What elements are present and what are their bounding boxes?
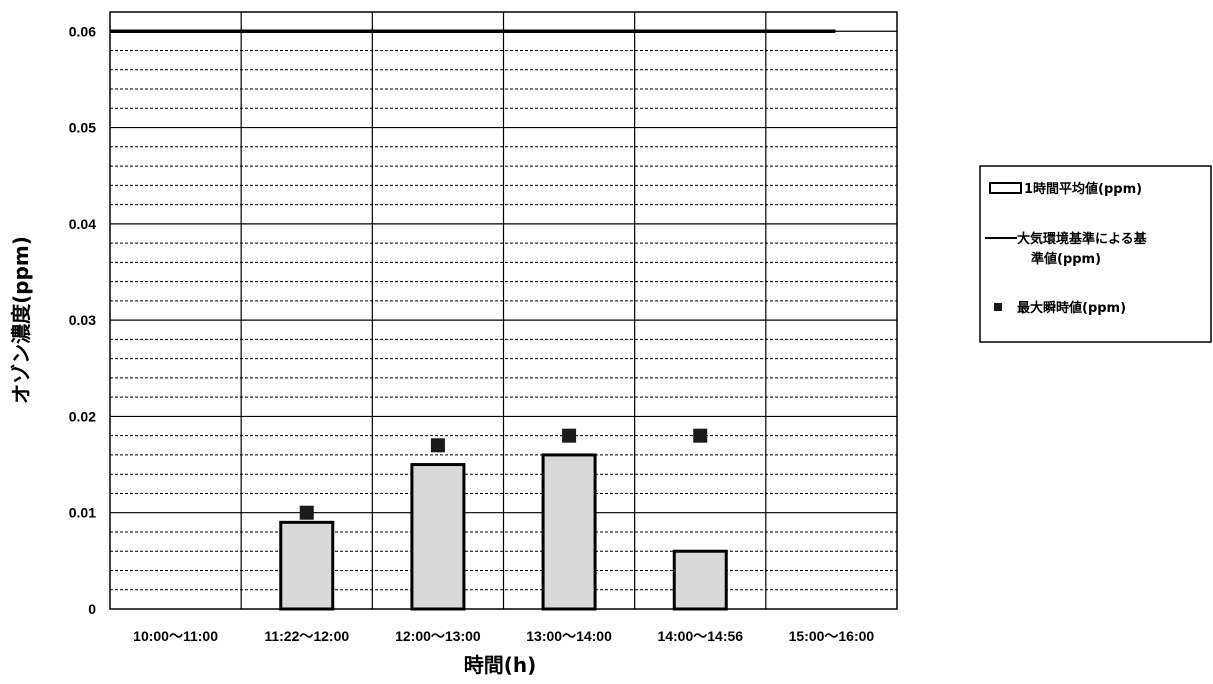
legend-line-label: 大気環境基準による基 <box>1017 231 1148 247</box>
bar <box>672 549 728 611</box>
y-tick-label: 0.06 <box>69 23 96 39</box>
legend: 1時間平均値(ppm) 大気環境基準による基 準値(ppm) 最大瞬時値(ppm… <box>979 165 1212 343</box>
legend-bar-label: 1時間平均値(ppm) <box>1024 181 1142 197</box>
x-tick-label: 11:22～12:00 <box>264 628 349 644</box>
y-tick-label: 0.01 <box>69 505 96 521</box>
legend-marker-label: 最大瞬時値(ppm) <box>1017 300 1126 316</box>
y-tick-label: 0.03 <box>69 312 96 328</box>
x-axis-title: 時間(h) <box>464 653 537 677</box>
y-tick-label: 0.02 <box>69 408 96 424</box>
grid <box>109 11 898 610</box>
legend-marker-swatch <box>994 303 1002 311</box>
plot-frame <box>109 11 898 610</box>
bar <box>541 453 597 611</box>
max-marker <box>693 428 708 443</box>
x-tick-label: 15:00～16:00 <box>789 628 875 644</box>
max-marker <box>430 438 445 453</box>
legend-line-label-cont: 準値(ppm) <box>1031 251 1101 267</box>
max-marker <box>562 428 577 443</box>
max-marker <box>299 505 314 520</box>
x-tick-label: 14:00～14:56 <box>657 628 743 644</box>
y-tick-labels: 0 0.01 0.02 0.03 0.04 0.05 0.06 <box>69 23 96 617</box>
bar <box>410 463 466 611</box>
y-tick-label: 0 <box>88 601 96 617</box>
bar <box>279 520 335 611</box>
x-tick-label: 12:00～13:00 <box>395 628 481 644</box>
x-tick-labels: 10:00～11:00 11:22～12:00 12:00～13:00 13:00～1… <box>133 628 874 644</box>
legend-box <box>979 165 1212 343</box>
legend-bar-swatch <box>989 182 1022 194</box>
x-tick-label: 10:00～11:00 <box>133 628 218 644</box>
y-tick-label: 0.04 <box>69 216 96 232</box>
y-tick-label: 0.05 <box>69 120 96 136</box>
bar-series <box>279 453 728 611</box>
y-axis-title: オゾン濃度(ppm) <box>9 236 33 404</box>
max-marker-series <box>299 428 708 520</box>
x-tick-label: 13:00～14:00 <box>526 628 612 644</box>
